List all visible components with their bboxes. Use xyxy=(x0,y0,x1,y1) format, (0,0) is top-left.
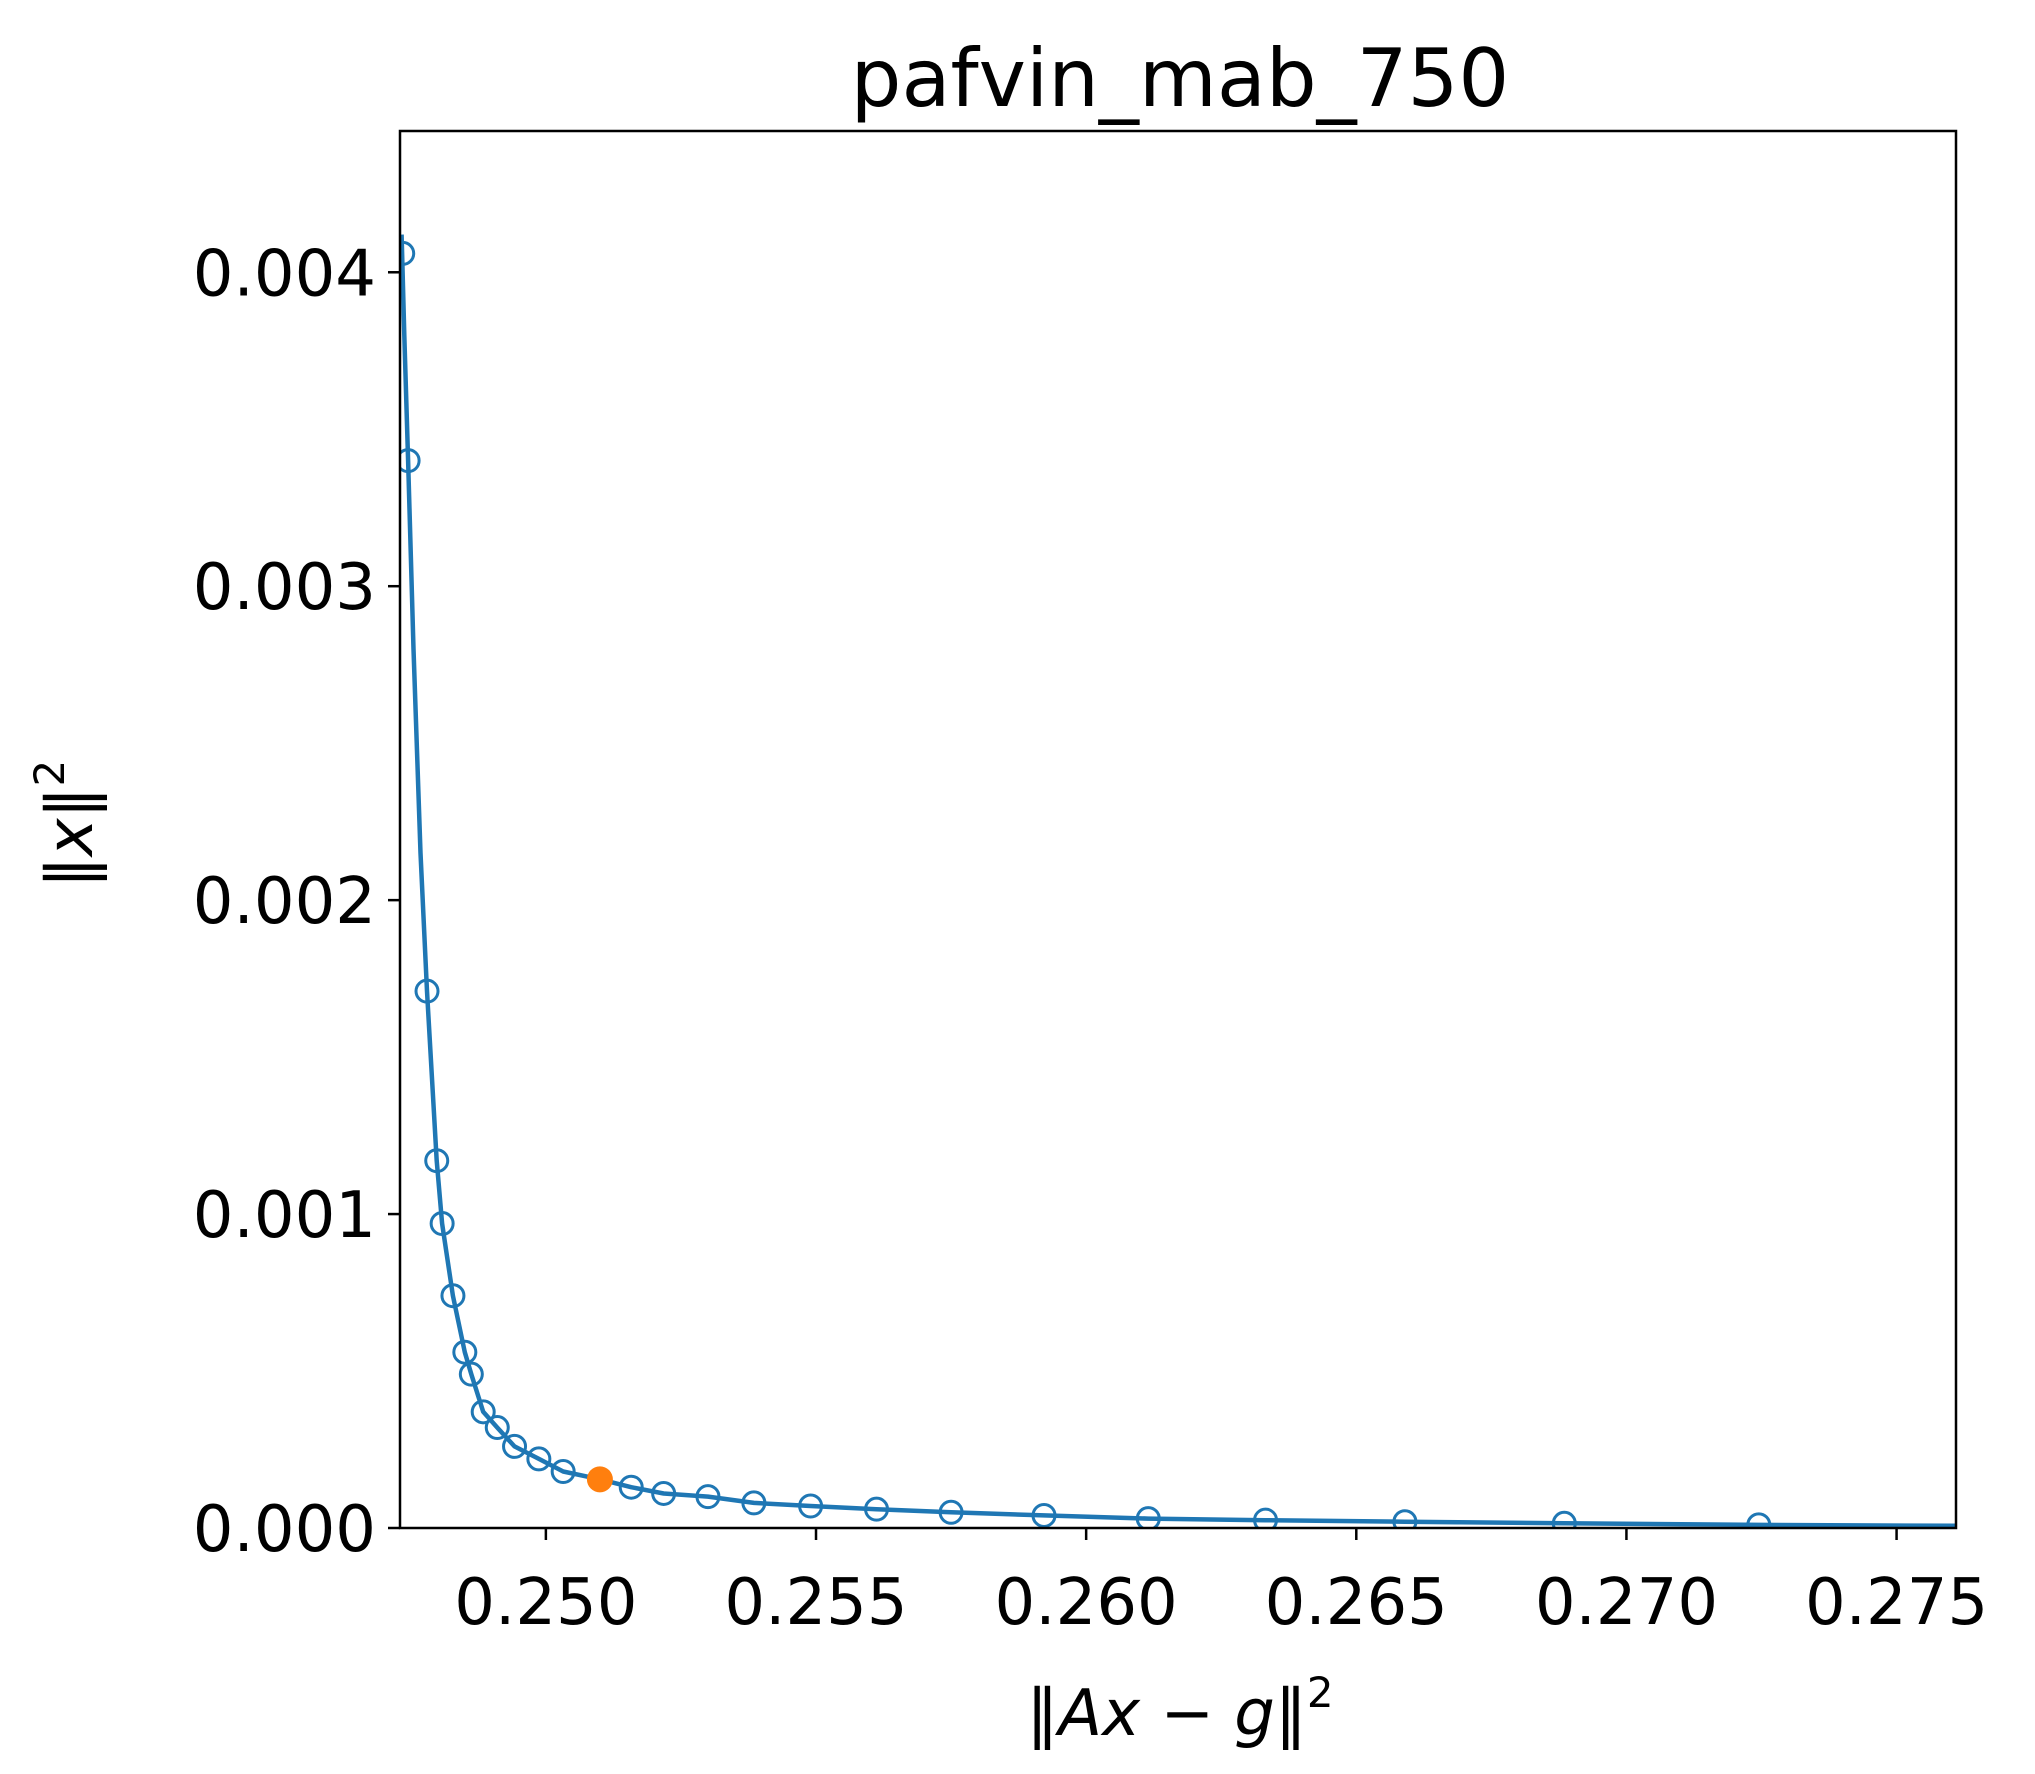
data-point xyxy=(1253,1507,1279,1528)
x-tick-label: 0.255 xyxy=(724,1566,907,1640)
x-tick-label: 0.250 xyxy=(454,1566,637,1640)
data-point xyxy=(452,1339,478,1365)
data-point xyxy=(798,1493,824,1519)
y-axis-label-norm-close: ‖ xyxy=(34,786,108,818)
data-point xyxy=(458,1361,484,1387)
data-point xyxy=(526,1446,552,1472)
y-tick-label: 0.003 xyxy=(193,551,376,625)
data-point xyxy=(938,1499,964,1525)
y-tick-label: 0.004 xyxy=(193,237,376,311)
data-point xyxy=(1551,1510,1577,1528)
data-point xyxy=(864,1496,890,1522)
data-point xyxy=(440,1283,466,1309)
data-point xyxy=(484,1415,510,1441)
x-axis-label-exponent: 2 xyxy=(1307,1668,1334,1717)
data-point xyxy=(400,448,421,474)
data-point xyxy=(400,240,416,266)
y-tick-label: 0.001 xyxy=(193,1179,376,1253)
x-axis-label-minus: − xyxy=(1140,1677,1234,1751)
data-point xyxy=(414,978,440,1004)
x-tick-label: 0.260 xyxy=(995,1566,1178,1640)
plot-marks xyxy=(400,234,1956,1528)
x-tick-label: 0.265 xyxy=(1265,1566,1448,1640)
x-axis-label-var2: g xyxy=(1234,1677,1275,1751)
data-point xyxy=(695,1484,721,1510)
x-tick-label: 0.275 xyxy=(1805,1566,1988,1640)
data-point xyxy=(1031,1502,1057,1528)
y-axis-label: ‖x‖2 xyxy=(25,760,108,889)
y-axis-ticks: 0.000 0.001 0.002 0.003 0.004 xyxy=(193,237,400,1567)
y-axis-label-var1: x xyxy=(34,817,108,858)
data-point xyxy=(429,1210,455,1236)
data-point xyxy=(424,1148,450,1174)
data-point xyxy=(1392,1509,1418,1528)
series-line xyxy=(400,234,1956,1528)
x-axis-label-var1: Ax xyxy=(1054,1677,1141,1751)
axes-frame xyxy=(398,129,1958,1530)
x-axis-label-norm-open: ‖ xyxy=(1026,1677,1058,1751)
y-axis-label-exponent: 2 xyxy=(25,760,74,787)
data-point xyxy=(741,1490,767,1516)
data-point xyxy=(651,1480,677,1506)
y-tick-label: 0.000 xyxy=(193,1493,376,1567)
y-tick-label: 0.002 xyxy=(193,865,376,939)
x-axis-label: ‖Ax − g‖2 xyxy=(1026,1668,1333,1751)
data-point xyxy=(470,1399,496,1425)
data-point xyxy=(1746,1512,1772,1528)
data-point xyxy=(502,1433,528,1459)
y-axis-label-norm-open: ‖ xyxy=(34,856,108,888)
chart-title: pafvin_mab_750 xyxy=(851,32,1510,125)
highlight-point xyxy=(586,1466,613,1493)
data-point xyxy=(1135,1506,1161,1528)
x-axis-label-norm-close: ‖ xyxy=(1275,1677,1307,1751)
data-point xyxy=(618,1474,644,1500)
plot-area xyxy=(400,234,1956,1528)
axes-border xyxy=(398,129,1958,1530)
x-axis-ticks: 0.250 0.255 0.260 0.265 0.270 0.275 xyxy=(454,1528,1988,1640)
x-tick-label: 0.270 xyxy=(1535,1566,1718,1640)
data-point xyxy=(550,1458,576,1484)
